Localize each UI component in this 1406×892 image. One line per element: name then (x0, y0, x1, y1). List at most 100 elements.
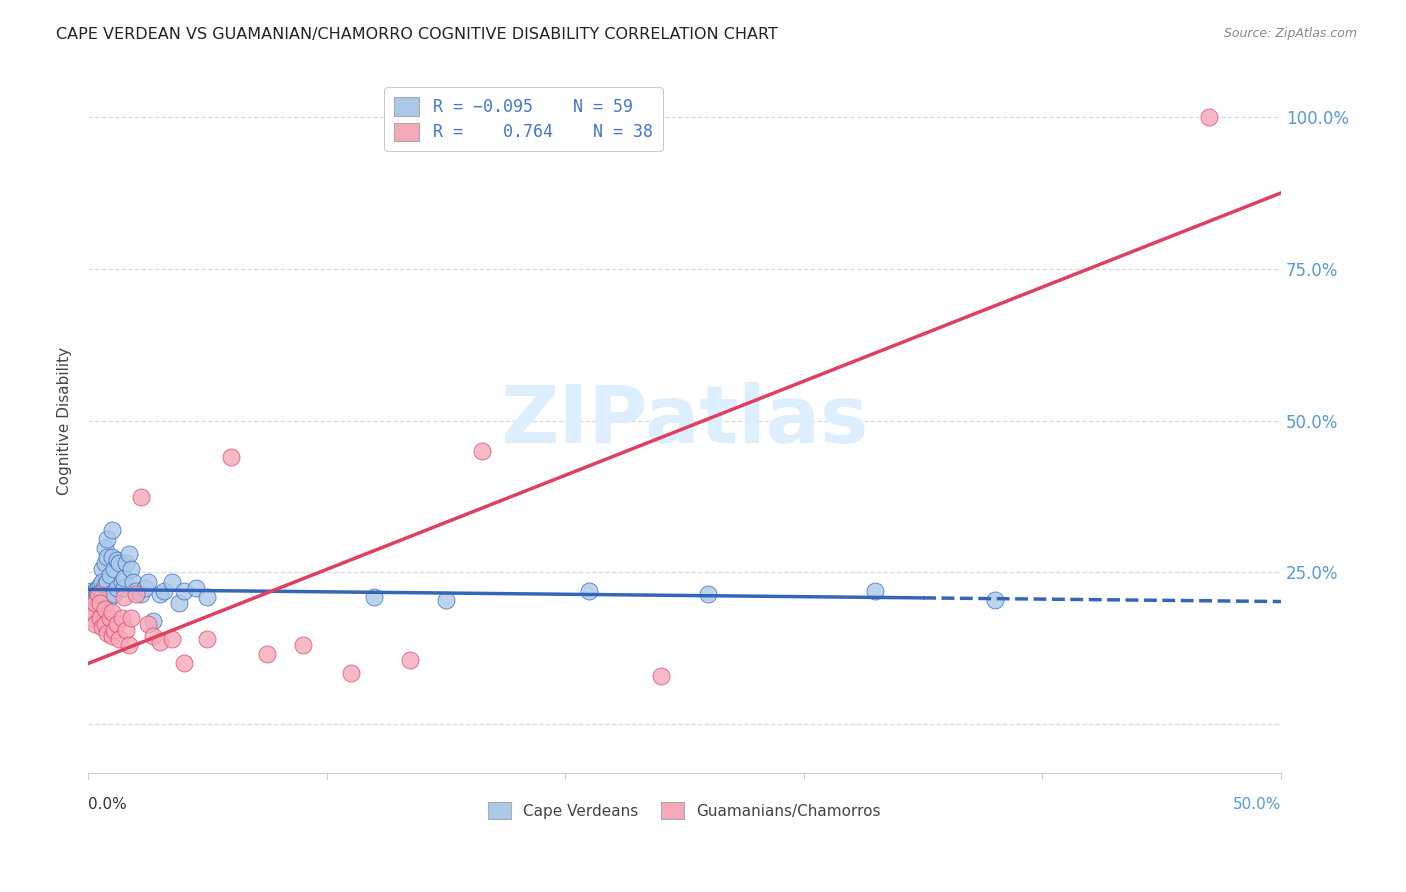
Point (98, 590, 121, 604)
Point (89, 592, 111, 607)
Point (84, 617, 107, 632)
Point (94, 577, 117, 591)
Point (84, 590, 107, 604)
Point (160, 574, 183, 589)
Point (221, 450, 243, 464)
Point (142, 629, 165, 643)
Point (115, 556, 138, 570)
Point (120, 562, 142, 576)
Point (84, 583, 107, 598)
Point (89, 590, 111, 604)
Point (84, 592, 107, 607)
Point (79, 590, 101, 604)
Point (112, 590, 135, 604)
Point (129, 490, 152, 504)
Point (865, 583, 887, 598)
Point (363, 590, 385, 604)
Point (197, 632, 219, 647)
Point (160, 632, 183, 647)
Point (256, 648, 278, 662)
Point (110, 574, 132, 589)
Point (184, 581, 207, 595)
Point (101, 523, 124, 537)
Point (98, 587, 121, 601)
Point (173, 583, 195, 598)
Point (1198, 110, 1220, 124)
Point (103, 623, 125, 637)
Point (434, 592, 457, 607)
Point (86, 581, 108, 595)
Point (91, 583, 114, 598)
Point (86, 587, 108, 601)
Legend: Cape Verdeans, Guamanians/Chamorros: Cape Verdeans, Guamanians/Chamorros (482, 796, 887, 825)
Point (108, 556, 131, 570)
Point (134, 581, 156, 595)
Point (101, 550, 124, 565)
Point (125, 583, 148, 598)
Point (112, 572, 135, 586)
Point (86, 596, 108, 610)
Point (82, 587, 104, 601)
Point (983, 592, 1005, 607)
Point (105, 617, 128, 632)
Point (84, 596, 107, 610)
Point (149, 587, 172, 601)
Point (91, 587, 114, 601)
Point (98, 568, 121, 582)
Point (103, 562, 125, 576)
Point (86, 587, 108, 601)
Point (399, 653, 422, 667)
Point (578, 583, 600, 598)
Point (98, 611, 121, 625)
Point (103, 587, 125, 601)
Text: 50.0%: 50.0% (1233, 797, 1281, 812)
Point (697, 587, 720, 601)
Point (122, 574, 145, 589)
Text: Source: ZipAtlas.com: Source: ZipAtlas.com (1223, 27, 1357, 40)
Point (108, 632, 131, 647)
Point (101, 605, 124, 619)
Point (153, 583, 176, 598)
Point (96, 626, 118, 640)
Point (110, 611, 132, 625)
Text: ZIPatlas: ZIPatlas (501, 382, 869, 459)
Point (136, 574, 159, 589)
Point (91, 620, 114, 634)
Text: CAPE VERDEAN VS GUAMANIAN/CHAMORRO COGNITIVE DISABILITY CORRELATION CHART: CAPE VERDEAN VS GUAMANIAN/CHAMORRO COGNI… (56, 27, 778, 42)
Point (339, 665, 361, 680)
Point (125, 587, 148, 601)
Point (101, 629, 124, 643)
Point (96, 550, 118, 565)
Point (96, 532, 118, 546)
Point (120, 611, 142, 625)
Text: 0.0%: 0.0% (89, 797, 127, 812)
Point (105, 553, 128, 567)
Point (471, 444, 494, 458)
Point (82, 605, 104, 619)
Point (94, 617, 117, 632)
Point (167, 596, 190, 610)
Point (82, 596, 104, 610)
Point (89, 577, 111, 591)
Point (89, 596, 111, 610)
Point (197, 590, 219, 604)
Y-axis label: Cognitive Disability: Cognitive Disability (58, 347, 72, 495)
Point (142, 614, 165, 628)
Point (173, 657, 195, 671)
Point (129, 587, 152, 601)
Point (94, 556, 117, 570)
Point (79, 583, 101, 598)
Point (91, 574, 114, 589)
Point (118, 547, 141, 561)
Point (94, 541, 117, 555)
Point (112, 581, 135, 595)
Point (115, 623, 138, 637)
Point (291, 638, 314, 652)
Point (94, 602, 117, 616)
Point (118, 638, 141, 652)
Point (79, 611, 101, 625)
Point (105, 581, 128, 595)
Point (650, 668, 672, 682)
Point (91, 562, 114, 576)
Point (136, 617, 159, 632)
